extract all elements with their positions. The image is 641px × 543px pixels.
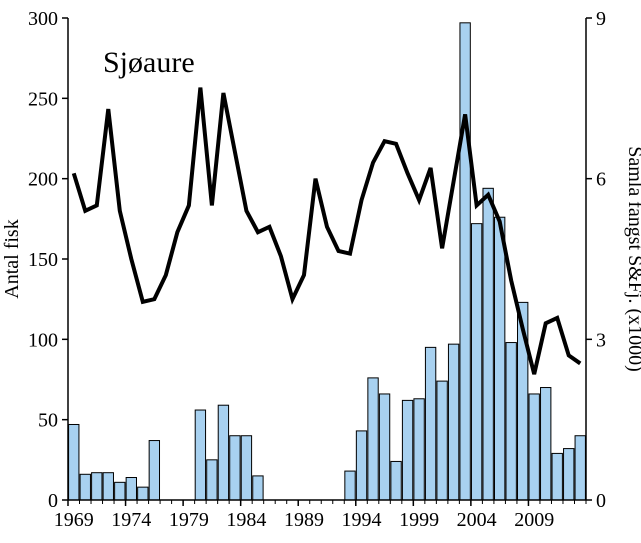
bar [391,461,401,500]
bar [69,424,79,500]
x-tick-label: 1984 [226,509,266,531]
chart-title: Sjøaure [103,46,195,79]
x-tick-label: 2004 [457,509,497,531]
y-left-tick-label: 300 [28,8,58,30]
bar [414,399,424,500]
bar [541,388,551,500]
x-tick-label: 1969 [54,509,94,531]
bar [149,441,159,500]
bar [207,460,217,500]
bar [460,23,470,500]
chart-svg: 0501001502002503000369196919741979198419… [0,0,641,543]
bar [506,343,516,500]
bar [345,471,355,500]
bar [218,405,228,500]
bar [126,478,136,500]
bar [92,473,102,500]
bar [195,410,205,500]
bar [437,381,447,500]
y-right-tick-label: 6 [596,169,606,191]
bar [115,482,125,500]
bar [575,436,585,500]
y-left-tick-label: 200 [28,169,58,191]
bar [356,431,366,500]
bar [230,436,240,500]
bar [564,449,574,500]
bar [494,217,504,500]
bar [253,476,263,500]
x-tick-label: 1999 [399,509,439,531]
bar [138,487,148,500]
bar [368,378,378,500]
x-tick-label: 2009 [514,509,554,531]
bar [425,347,435,500]
bar [103,473,113,500]
y-right-axis-label: Samla fangst S&Fj. (x1000) [624,146,641,372]
y-left-tick-label: 250 [28,88,58,110]
y-right-tick-label: 9 [596,8,606,30]
bar [529,394,539,500]
y-left-tick-label: 150 [28,249,58,271]
bar [448,344,458,500]
y-left-tick-label: 50 [38,410,58,432]
bar [471,224,481,500]
x-tick-label: 1979 [169,509,209,531]
y-right-tick-label: 3 [596,329,606,351]
y-left-tick-label: 100 [28,329,58,351]
x-tick-label: 1994 [342,509,382,531]
bar [241,436,251,500]
bar [402,400,412,500]
bar [80,474,90,500]
x-tick-label: 1974 [111,509,151,531]
y-right-tick-label: 0 [596,490,606,512]
bar [552,453,562,500]
y-left-axis-label: Antal fisk [1,219,23,298]
bar [379,394,389,500]
bar [483,188,493,500]
x-tick-label: 1989 [284,509,324,531]
chart-container: 0501001502002503000369196919741979198419… [0,0,641,543]
